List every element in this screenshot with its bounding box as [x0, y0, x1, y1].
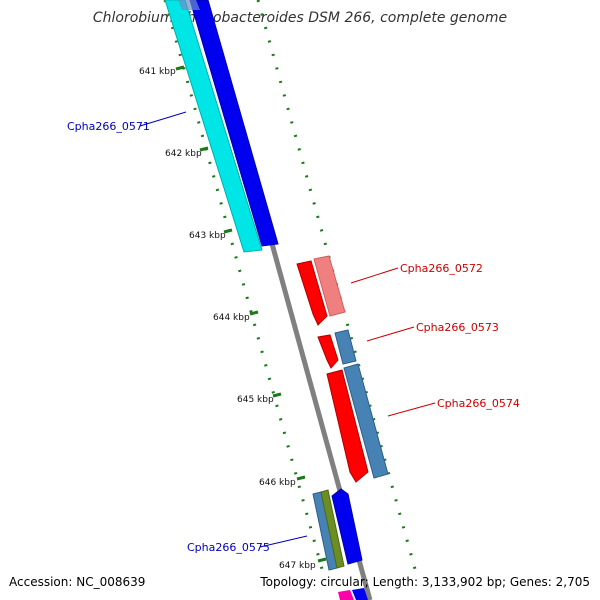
gene-cpha266-0572-pink[interactable] [313, 255, 346, 317]
major-tick [199, 146, 209, 152]
gene-label-cpha266-0571[interactable]: Cpha266_0571 [67, 120, 150, 133]
label-connector [387, 402, 436, 417]
gene-label-cpha266-0575[interactable]: Cpha266_0575 [187, 541, 270, 554]
tick-label: 647 kbp [279, 561, 316, 571]
gene-feature-cyan[interactable] [164, 0, 263, 253]
tick-label: 643 kbp [189, 231, 226, 241]
inner-tick-track [163, 0, 327, 581]
gene-cpha266-0574-steelblue[interactable] [343, 363, 389, 479]
tick-label: 646 kbp [259, 478, 296, 488]
gene-cpha266-0572-red[interactable] [296, 260, 328, 326]
label-connector [366, 326, 415, 342]
accession-text: Accession: NC_008639 [9, 575, 146, 589]
major-tick [296, 475, 306, 481]
major-tick [317, 557, 327, 563]
gene-feature-blue-edge[interactable] [352, 588, 368, 600]
gene-feature-blue-top [178, 0, 200, 10]
major-tick [223, 228, 233, 234]
gene-cpha266-0573-steelblue[interactable] [334, 329, 357, 365]
major-tick [272, 392, 282, 398]
label-connector [350, 267, 399, 284]
tick-label: 644 kbp [213, 313, 250, 323]
gene-feature-olive[interactable] [320, 489, 345, 569]
gene-cpha266-0573-red[interactable] [317, 334, 339, 369]
gene-cpha266-0574-red[interactable] [326, 369, 369, 483]
topology-text: Topology: circular; Length: 3,133,902 bp… [260, 575, 590, 589]
gene-label-cpha266-0572[interactable]: Cpha266_0572 [400, 262, 483, 275]
gene-feature-blue-bottom[interactable] [331, 488, 363, 565]
major-tick [249, 310, 259, 316]
label-connector [139, 111, 187, 127]
gene-label-cpha266-0574[interactable]: Cpha266_0574 [437, 397, 520, 410]
gene-feature-blue[interactable] [189, 0, 279, 247]
tick-label: 641 kbp [139, 67, 176, 77]
gene-label-cpha266-0573[interactable]: Cpha266_0573 [416, 321, 499, 334]
major-tick [175, 65, 185, 71]
gene-feature-magenta[interactable] [338, 590, 354, 600]
label-connector [259, 535, 308, 548]
tick-label: 645 kbp [237, 395, 274, 405]
tick-label: 642 kbp [165, 149, 202, 159]
